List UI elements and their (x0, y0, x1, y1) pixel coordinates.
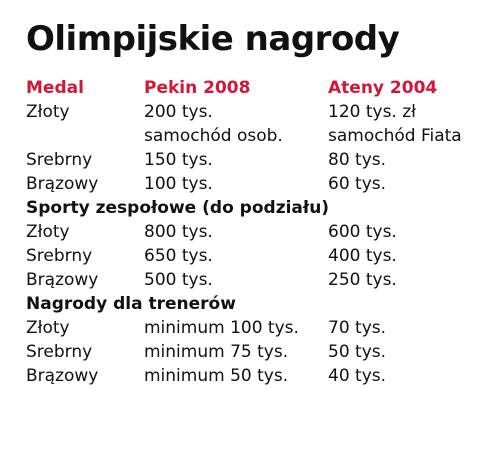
table-row: Srebrny 650 tys. 400 tys. (26, 244, 486, 268)
section-title: Nagrody dla trenerów (26, 294, 236, 314)
medal-cell: Złoty (26, 222, 70, 242)
ateny-cell: 80 tys. (328, 150, 387, 170)
medal-cell: Brązowy (26, 366, 99, 386)
pekin-cell: 150 tys. (144, 150, 213, 170)
pekin-cell: minimum 100 tys. (144, 318, 299, 338)
ateny-cell: 250 tys. (328, 270, 397, 290)
table-header: Medal Pekin 2008 Ateny 2004 (26, 76, 486, 100)
pekin-cell: 800 tys. (144, 222, 213, 242)
medal-cell: Złoty (26, 318, 70, 338)
header-medal: Medal (26, 78, 84, 98)
ateny-cell: samochód Fiata (328, 126, 462, 146)
ateny-cell: 120 tys. zł (328, 102, 416, 122)
ateny-cell: 400 tys. (328, 246, 397, 266)
pekin-cell: minimum 50 tys. (144, 366, 289, 386)
header-pekin: Pekin 2008 (144, 78, 251, 98)
table-row: Złoty 800 tys. 600 tys. (26, 220, 486, 244)
section-heading-coaches: Nagrody dla trenerów (26, 292, 486, 316)
section-heading-team: Sporty zespołowe (do podziału) (26, 196, 486, 220)
medal-cell: Srebrny (26, 150, 93, 170)
header-ateny: Ateny 2004 (328, 78, 438, 98)
medal-cell: Srebrny (26, 246, 93, 266)
table-row: Srebrny minimum 75 tys. 50 tys. (26, 340, 486, 364)
pekin-cell: samochód osob. (144, 126, 283, 146)
pekin-cell: 100 tys. (144, 174, 213, 194)
medal-cell: Brązowy (26, 174, 99, 194)
medal-cell: Brązowy (26, 270, 99, 290)
pekin-cell: minimum 75 tys. (144, 342, 289, 362)
ateny-cell: 600 tys. (328, 222, 397, 242)
table-row: Brązowy 500 tys. 250 tys. (26, 268, 486, 292)
table-row: samochód osob. samochód Fiata (26, 124, 486, 148)
table-row: Złoty 200 tys. 120 tys. zł (26, 100, 486, 124)
ateny-cell: 70 tys. (328, 318, 387, 338)
ateny-cell: 50 tys. (328, 342, 387, 362)
pekin-cell: 500 tys. (144, 270, 213, 290)
section-title: Sporty zespołowe (do podziału) (26, 198, 330, 218)
medal-cell: Złoty (26, 102, 70, 122)
ateny-cell: 60 tys. (328, 174, 387, 194)
medal-cell: Srebrny (26, 342, 93, 362)
awards-table: Medal Pekin 2008 Ateny 2004 Złoty 200 ty… (26, 76, 486, 388)
pekin-cell: 200 tys. (144, 102, 213, 122)
ateny-cell: 40 tys. (328, 366, 387, 386)
table-row: Srebrny 150 tys. 80 tys. (26, 148, 486, 172)
page-title: Olimpijskie nagrody (26, 19, 400, 59)
pekin-cell: 650 tys. (144, 246, 213, 266)
table-row: Brązowy 100 tys. 60 tys. (26, 172, 486, 196)
table-row: Złoty minimum 100 tys. 70 tys. (26, 316, 486, 340)
table-row: Brązowy minimum 50 tys. 40 tys. (26, 364, 486, 388)
